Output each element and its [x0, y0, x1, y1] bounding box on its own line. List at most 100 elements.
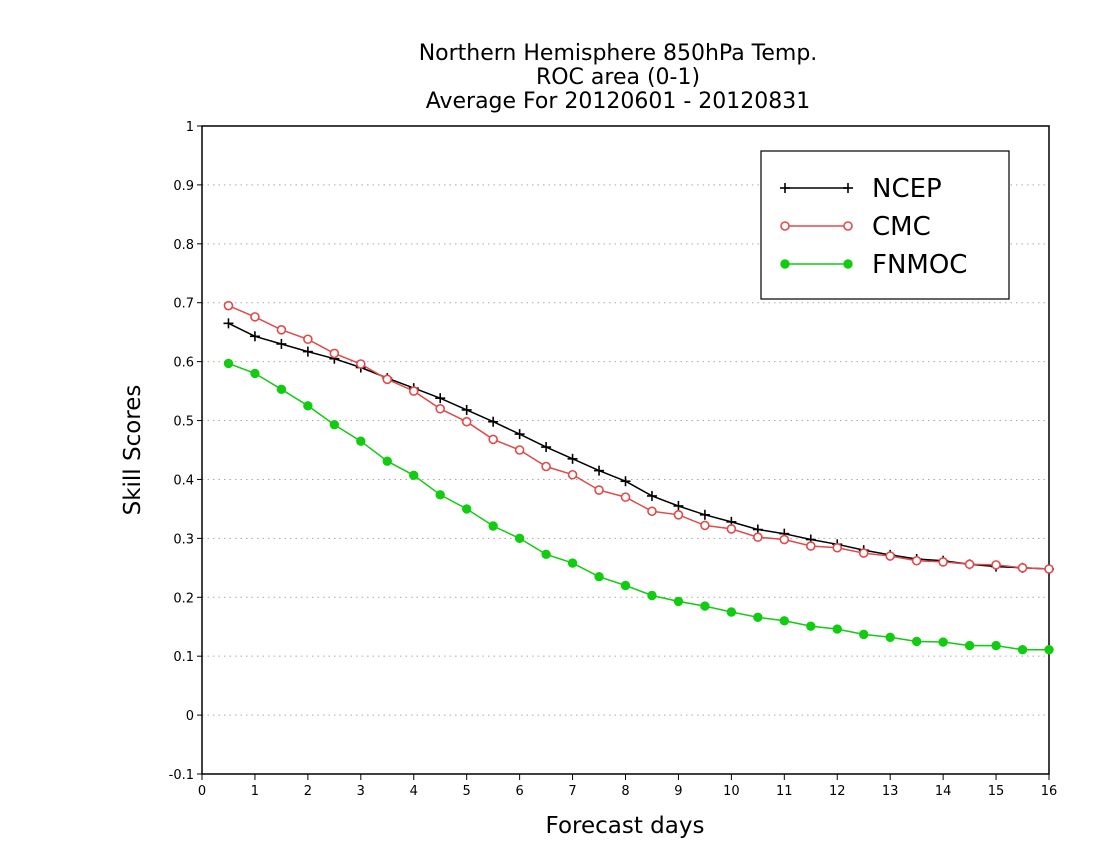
point-cmc-0: [223, 300, 234, 311]
chart-title-line-1: Northern Hemisphere 850hPa Temp.: [419, 41, 818, 66]
series-line-cmc: [228, 305, 1050, 570]
point-cmc-4: [329, 348, 340, 359]
legend-marker-end-cmc: [843, 221, 853, 231]
point-ncep-15: [620, 476, 631, 487]
x-axis-label: Forecast days: [546, 813, 705, 839]
point-cmc-10: [488, 434, 498, 445]
point-cmc-13: [567, 469, 578, 480]
point-fnmoc-11: [514, 533, 525, 544]
point-fnmoc-13: [567, 558, 578, 568]
point-cmc-6: [382, 374, 393, 385]
point-fnmoc-20: [753, 612, 763, 623]
point-cmc-19: [726, 524, 737, 534]
x-axis-ticks: 0 1 2 3 4 5 6 7 8 9 10 11 12 13 14 15 16: [198, 774, 1057, 799]
point-fnmoc-14: [594, 571, 604, 582]
x-tick-label-13: 13: [882, 784, 899, 799]
point-fnmoc-27: [938, 637, 948, 647]
series-fnmoc: [223, 358, 1054, 655]
y-tick-label-2: 0.1: [173, 650, 194, 665]
point-fnmoc-28: [964, 640, 975, 651]
point-fnmoc-24: [859, 629, 869, 640]
point-ncep-17: [673, 500, 684, 511]
point-fnmoc-21: [779, 616, 790, 626]
legend-marker-end-ncep: [843, 183, 853, 193]
point-ncep-13: [567, 453, 578, 464]
point-cmc-9: [461, 416, 472, 427]
point-ncep-2: [276, 338, 287, 349]
point-fnmoc-16: [647, 590, 657, 601]
point-fnmoc-10: [488, 521, 498, 531]
point-ncep-14: [594, 465, 605, 476]
chart-title-line-3: Average For 20120601 - 20120831: [426, 89, 811, 114]
point-cmc-3: [303, 334, 313, 345]
point-cmc-31: [1044, 564, 1054, 574]
x-tick-label-4: 4: [410, 784, 418, 799]
point-fnmoc-22: [806, 621, 816, 631]
point-cmc-2: [276, 325, 287, 335]
point-fnmoc-3: [303, 401, 313, 411]
point-ncep-12: [541, 442, 552, 453]
y-tick-label-8: 0.7: [173, 297, 194, 312]
point-fnmoc-2: [276, 384, 287, 395]
legend-label-cmc: CMC: [872, 212, 931, 242]
x-tick-label-11: 11: [776, 784, 793, 799]
x-tick-label-9: 9: [674, 784, 682, 799]
legend-marker-start-cmc: [780, 221, 790, 231]
legend-marker-start-ncep: [780, 183, 790, 193]
point-cmc-16: [647, 506, 657, 517]
point-cmc-17: [673, 509, 684, 520]
legend-label-fnmoc: FNMOC: [872, 250, 967, 280]
point-cmc-20: [753, 532, 763, 542]
x-tick-label-5: 5: [463, 784, 471, 799]
y-tick-label-3: 0.2: [173, 591, 194, 606]
series-layer: [223, 300, 1054, 655]
point-fnmoc-17: [673, 596, 684, 607]
y-tick-label-0: -0.1: [169, 768, 194, 783]
y-tick-label-7: 0.6: [173, 356, 194, 371]
point-fnmoc-31: [1044, 645, 1054, 655]
y-tick-label-6: 0.5: [173, 415, 194, 430]
x-tick-label-12: 12: [829, 784, 846, 799]
point-cmc-11: [514, 445, 525, 455]
point-ncep-9: [461, 404, 472, 415]
point-cmc-28: [964, 559, 975, 570]
y-tick-label-1: 0: [186, 709, 194, 724]
y-tick-label-9: 0.8: [173, 238, 194, 253]
point-ncep-18: [699, 509, 710, 520]
point-cmc-30: [1017, 563, 1028, 573]
point-cmc-1: [250, 312, 260, 322]
x-tick-label-8: 8: [621, 784, 629, 799]
point-fnmoc-9: [461, 504, 472, 514]
legend-item-cmc: CMC: [780, 212, 931, 242]
point-cmc-7: [408, 386, 419, 396]
y-tick-label-10: 0.9: [173, 179, 194, 194]
point-fnmoc-12: [541, 549, 551, 559]
point-fnmoc-4: [329, 419, 340, 430]
point-ncep-1: [249, 331, 260, 342]
point-cmc-5: [356, 359, 366, 369]
x-tick-label-14: 14: [935, 784, 952, 799]
point-ncep-11: [514, 429, 525, 440]
chart-title: Northern Hemisphere 850hPa Temp. ROC are…: [419, 41, 818, 114]
x-tick-label-2: 2: [304, 784, 312, 799]
legend-item-ncep: NCEP: [780, 174, 942, 204]
point-fnmoc-25: [885, 632, 895, 643]
point-fnmoc-19: [726, 607, 737, 617]
x-tick-label-7: 7: [568, 784, 576, 799]
point-ncep-16: [646, 490, 657, 501]
point-ncep-0: [223, 318, 234, 329]
point-ncep-10: [488, 416, 499, 427]
y-tick-label-5: 0.4: [173, 473, 194, 488]
point-ncep-3: [302, 346, 313, 357]
chart-title-line-2: ROC area (0-1): [536, 65, 700, 90]
point-fnmoc-6: [382, 456, 392, 466]
x-tick-label-16: 16: [1041, 784, 1058, 799]
point-fnmoc-18: [700, 601, 710, 611]
point-fnmoc-1: [250, 368, 260, 379]
point-cmc-14: [594, 485, 604, 495]
point-fnmoc-23: [832, 624, 842, 634]
x-tick-label-6: 6: [515, 784, 523, 799]
legend-marker-start-fnmoc: [780, 259, 790, 269]
x-tick-label-10: 10: [723, 784, 740, 799]
